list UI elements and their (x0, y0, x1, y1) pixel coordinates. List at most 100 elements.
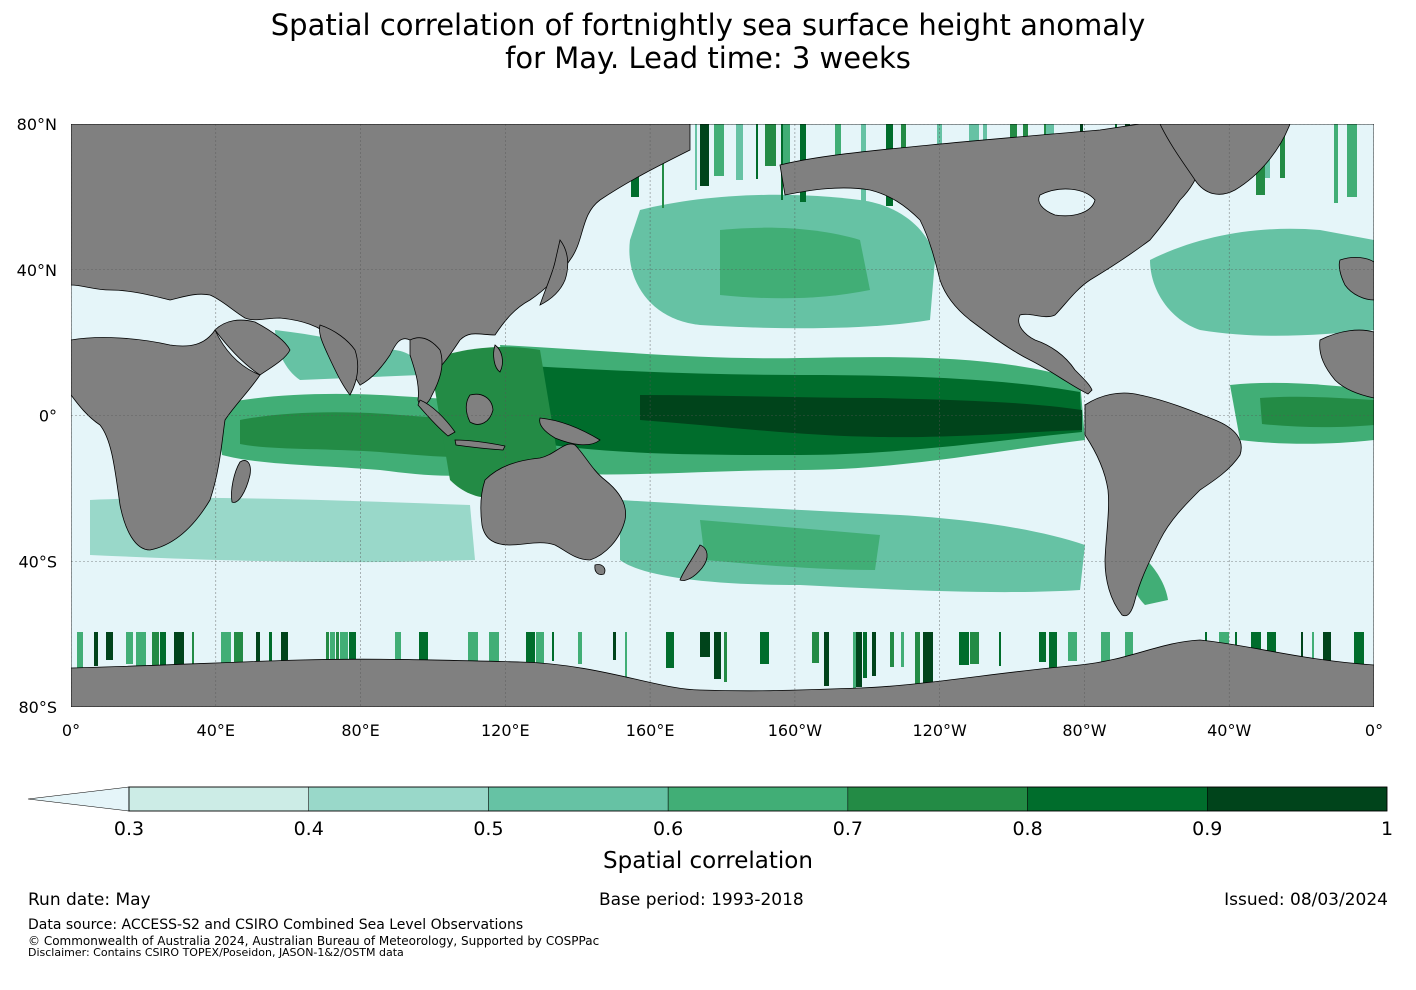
antarctic-stripe (526, 632, 535, 684)
antarctic-stripe (489, 632, 499, 688)
antarctic-stripe (1101, 632, 1110, 666)
antarctic-stripe (136, 632, 146, 666)
x-tick-label: 160°W (768, 721, 823, 740)
map-plot-area (71, 124, 1374, 707)
colorbar-tick-label: 0.8 (1012, 818, 1042, 840)
colorbar-tick-label: 1 (1381, 818, 1393, 840)
land-antarctica (71, 639, 1374, 707)
antarctic-stripe (94, 632, 98, 666)
colorbar-tick-label: 0.3 (114, 818, 144, 840)
disclaimer: Disclaimer: Contains CSIRO TOPEX/Poseido… (28, 946, 404, 959)
correlation-bands (90, 194, 1374, 605)
antarctic-stripe (714, 632, 721, 679)
arctic-stripe (765, 124, 776, 166)
chart-title-line-2: for May. Lead time: 3 weeks (505, 41, 911, 75)
land-africa (71, 329, 261, 551)
antarctic-stripe (625, 632, 627, 680)
colorbar-tick-label: 0.9 (1192, 818, 1222, 840)
land-west-africa-right (1319, 329, 1374, 399)
land-north-america (779, 124, 1205, 395)
colorbar-tick-label: 0.5 (473, 818, 503, 840)
antarctic-stripe (326, 632, 329, 672)
colorbar-segment (667, 786, 849, 812)
land-philippines (493, 344, 503, 373)
antarctic-stripe (666, 632, 674, 668)
antarctic-stripe (863, 632, 867, 678)
antarctic-stripe (700, 632, 710, 657)
x-tick-label: 40°W (1207, 721, 1251, 740)
antarctic-stripe (468, 632, 478, 682)
copyright-notice: © Commonwealth of Australia 2024, Austra… (28, 934, 600, 948)
x-tick-label: 40°E (197, 721, 235, 740)
antarctic-stripe (174, 632, 184, 683)
land-arabia (214, 319, 291, 376)
band-pacific-0.9 (640, 395, 1082, 438)
arctic-stripe (756, 124, 758, 179)
land-australia (480, 443, 627, 561)
arctic-stripe (1280, 124, 1285, 178)
colorbar-segment (128, 786, 309, 812)
band-atlantic-0.7 (1260, 396, 1374, 428)
issued-date: Issued: 08/03/2024 (1224, 890, 1388, 910)
antarctic-stripe (959, 632, 969, 665)
antarctic-stripe (395, 632, 401, 682)
arctic-stripe (714, 124, 724, 176)
antarctic-stripe (1068, 632, 1077, 661)
chart-title-line-1: Spatial correlation of fortnightly sea s… (270, 8, 1146, 42)
band-natlantic-0.5 (1150, 228, 1374, 336)
antarctic-stripe (923, 632, 933, 693)
antarctic-stripe (999, 632, 1001, 666)
land-seasia (409, 337, 443, 406)
colorbar-tick-label: 0.4 (294, 818, 324, 840)
graticule-grid (71, 124, 1374, 707)
data-source: Data source: ACCESS-S2 and CSIRO Combine… (28, 917, 524, 933)
antarctic-stripe (901, 632, 904, 667)
antarctic-stripe (578, 632, 582, 664)
antarctic-stripe (613, 632, 616, 660)
colorbar-under-extension (27, 786, 130, 812)
x-tick-label: 0° (62, 721, 80, 740)
land-iberia-right (1338, 256, 1374, 301)
colorbar: 0.3 0.4 0.5 0.6 0.7 0.8 0.9 1 Spatial correlati… (27, 786, 1393, 874)
antarctic-stripe (1235, 632, 1237, 657)
antarctic-stripe (340, 632, 348, 663)
y-tick-label: 40°S (18, 552, 57, 571)
antarctic-stripe (552, 632, 554, 661)
band-spacific-0.6 (700, 520, 880, 570)
band-npacific-0.6 (720, 227, 870, 299)
colorbar-tick-label: 0.7 (833, 818, 863, 840)
antarctic-stripe (970, 632, 979, 664)
run-date: Run date: May (28, 890, 151, 910)
land-masses (71, 124, 1374, 707)
land-madagascar (231, 460, 251, 503)
antarctic-stripe (221, 632, 231, 683)
land-newzealand (679, 544, 708, 581)
y-tick-label: 80°S (18, 698, 57, 717)
colorbar-tick-label: 0.6 (653, 818, 683, 840)
antarctic-stripe (724, 632, 727, 682)
land-borneo (465, 393, 494, 425)
antarctic-stripe (872, 632, 876, 676)
y-axis-tick-labels: 80°N 40°N 0° 40°S 80°S (17, 115, 57, 717)
antarctic-stripe (856, 632, 862, 687)
antarctic-stripe (269, 632, 272, 679)
x-tick-label: 80°E (341, 721, 379, 740)
arctic-stripe (1334, 124, 1338, 203)
colorbar-segments (128, 786, 1388, 812)
antarctic-stripe (419, 632, 428, 680)
x-tick-label: 80°W (1062, 721, 1106, 740)
antarctic-stripe (853, 632, 856, 688)
colorbar-segment (847, 786, 1028, 812)
antarctic-stripe (536, 632, 544, 689)
arctic-stripe (736, 124, 743, 180)
antarctic-stripe (77, 632, 83, 677)
land-india (319, 324, 359, 396)
x-axis-tick-labels: 0° 40°E 80°E 120°E 160°E 160°W 120°W 80°W 40°W 0° (62, 721, 1383, 740)
land-java (454, 439, 506, 451)
land-tasmania (594, 564, 606, 575)
antarctic-stripe (890, 632, 894, 667)
arctic-stripe (662, 124, 664, 208)
antarctic-stripe (915, 632, 920, 686)
arctic-stripe (695, 124, 697, 190)
land-sumatra (417, 399, 456, 437)
